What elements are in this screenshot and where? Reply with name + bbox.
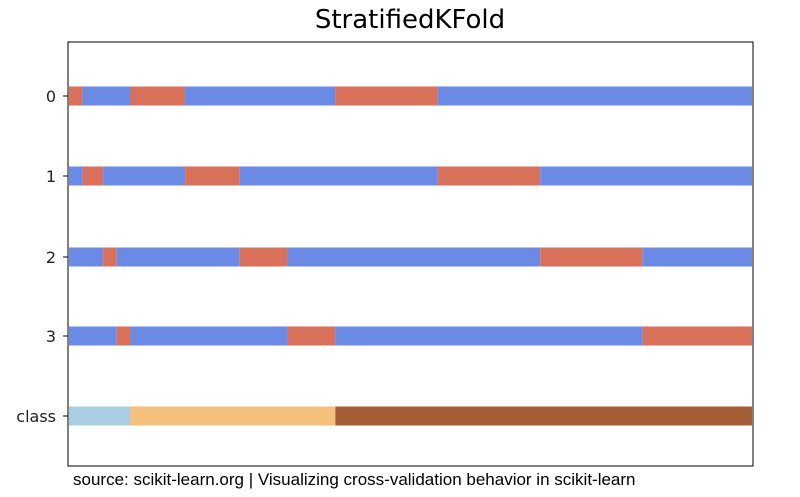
bar-segment-row-3-5-test bbox=[642, 326, 752, 346]
bar-segment-row-3-2-train bbox=[130, 326, 288, 346]
bar-segment-row-0-3-train bbox=[185, 86, 336, 106]
y-tick-label-class: class bbox=[16, 407, 56, 426]
bar-segment-row-0-5-train bbox=[437, 86, 752, 106]
y-tick-label-0: 0 bbox=[46, 87, 56, 106]
bar-segment-row-1-3-test bbox=[185, 166, 240, 186]
bar-segment-row-1-5-test bbox=[437, 166, 541, 186]
bar-segment-row-class-0-class_0 bbox=[69, 406, 131, 426]
bar-segment-row-0-2-test bbox=[130, 86, 186, 106]
y-tick-label-2: 2 bbox=[46, 248, 56, 267]
bars-group bbox=[69, 86, 752, 426]
bar-segment-row-2-6-train bbox=[642, 247, 752, 267]
bar-segment-row-3-0-train bbox=[69, 326, 117, 346]
plot-frame bbox=[67, 41, 754, 467]
chart: StratifiedKFold 0 1 2 3 class bbox=[16, 5, 754, 467]
bar-segment-row-1-6-train bbox=[540, 166, 752, 186]
bar-segment-row-1-1-test bbox=[82, 166, 104, 186]
bar-segment-row-2-0-train bbox=[69, 247, 104, 267]
source-caption: source: scikit-learn.org | Visualizing c… bbox=[73, 470, 636, 489]
y-tick-label-3: 3 bbox=[46, 327, 56, 346]
bar-segment-row-class-1-class_1 bbox=[130, 406, 336, 426]
bar-segment-row-2-4-train bbox=[287, 247, 541, 267]
chart-title: StratifiedKFold bbox=[315, 5, 505, 35]
y-tick-label-1: 1 bbox=[46, 167, 56, 186]
y-ticks-group: 0 1 2 3 class bbox=[16, 87, 68, 426]
bar-segment-row-1-4-train bbox=[239, 166, 438, 186]
bar-segment-row-3-1-test bbox=[116, 326, 131, 346]
bar-segment-row-0-0-test bbox=[69, 86, 83, 106]
bar-segment-row-2-2-train bbox=[116, 247, 240, 267]
bar-segment-row-2-3-test bbox=[239, 247, 288, 267]
bar-segment-row-2-1-test bbox=[103, 247, 117, 267]
bar-segment-row-3-3-test bbox=[287, 326, 336, 346]
bar-segment-row-class-2-class_2 bbox=[335, 406, 752, 426]
bar-segment-row-1-0-train bbox=[69, 166, 83, 186]
bar-segment-row-2-5-test bbox=[540, 247, 643, 267]
bar-segment-row-0-1-train bbox=[82, 86, 131, 106]
bar-segment-row-1-2-train bbox=[103, 166, 186, 186]
bar-segment-row-0-4-test bbox=[335, 86, 438, 106]
bar-segment-row-3-4-train bbox=[335, 326, 643, 346]
